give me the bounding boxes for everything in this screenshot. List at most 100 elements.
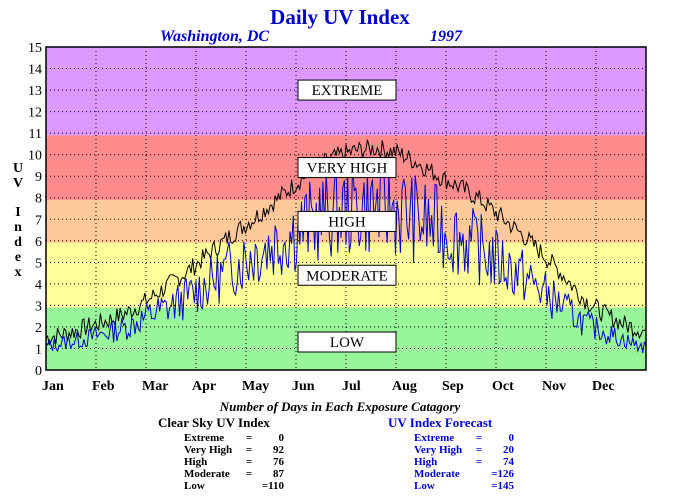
y-tick-label: 4 xyxy=(35,278,42,293)
clear-sky-row-equals: = xyxy=(245,432,253,444)
uv-chart: Daily UV Index Washington, DC 1997 LOW MO… xyxy=(13,5,647,394)
series-line-clear-sky xyxy=(45,139,647,346)
y-tick-label: 11 xyxy=(29,127,42,142)
y-tick-label: 3 xyxy=(35,299,42,314)
x-tick-label: Jan xyxy=(42,379,64,394)
y-axis-label-letter: U xyxy=(13,161,23,176)
x-tick-label: Nov xyxy=(542,379,566,394)
forecast-row-equals: = xyxy=(475,444,483,456)
clear-sky-row-equals: = xyxy=(245,456,253,468)
band-labels: LOW MODERATE HIGH VERY HIGH EXTREME xyxy=(297,79,397,353)
y-axis-label-letter: I xyxy=(15,205,20,220)
y-axis-label-letter: d xyxy=(14,235,22,250)
y-tick-label: 13 xyxy=(28,84,42,99)
band-label-very-high: VERY HIGH xyxy=(307,161,388,177)
y-axis-label-letter: n xyxy=(14,220,22,235)
y-tick-label: 1 xyxy=(35,342,42,357)
forecast-row: Low =145 xyxy=(414,480,514,492)
clear-sky-table: Clear Sky UV Index Extreme = 0 Very High = 92… xyxy=(158,415,284,492)
band-label-box-extreme xyxy=(297,79,397,101)
clear-sky-row-value: 87 xyxy=(273,468,284,480)
y-axis-label-letter: V xyxy=(13,176,23,191)
forecast-row-label: Low xyxy=(414,480,435,492)
clear-sky-row: Low =110 xyxy=(184,480,284,492)
forecast-row: Moderate =126 xyxy=(414,468,514,480)
x-tick-label: Sep xyxy=(442,379,464,394)
x-tick-label: Jul xyxy=(342,379,361,394)
band-label-low: LOW xyxy=(330,335,365,351)
band-label-extreme: EXTREME xyxy=(312,83,383,99)
forecast-table-title: UV Index Forecast xyxy=(388,415,493,430)
clear-sky-row-equals: = xyxy=(245,444,253,456)
clear-sky-row: Moderate = 87 xyxy=(184,468,284,480)
y-tick-label: 14 xyxy=(28,63,42,78)
y-tick-label: 2 xyxy=(35,321,42,336)
y-axis-label-letter: x xyxy=(15,265,22,280)
clear-sky-row-value: 76 xyxy=(273,456,284,468)
clear-sky-row-equals: = xyxy=(245,468,253,480)
grid-lines xyxy=(46,47,646,370)
clear-sky-row-value: 92 xyxy=(273,444,284,456)
clear-sky-table-title: Clear Sky UV Index xyxy=(158,415,270,430)
x-tick-label: Dec xyxy=(592,379,615,394)
forecast-row-label: High xyxy=(414,456,438,468)
forecast-row-value: =126 xyxy=(491,468,514,480)
y-tick-label: 6 xyxy=(35,235,42,250)
x-tick-label: Oct xyxy=(492,379,514,394)
clear-sky-row: Extreme = 0 xyxy=(184,432,284,444)
forecast-row-equals: = xyxy=(475,432,483,444)
chart-subtitle-year: 1997 xyxy=(430,28,463,45)
clear-sky-row: Very High = 92 xyxy=(184,444,284,456)
chart-title: Daily UV Index xyxy=(270,5,410,29)
band-label-moderate: MODERATE xyxy=(306,268,388,284)
chart-subtitle-location: Washington, DC xyxy=(160,28,269,45)
y-tick-label: 9 xyxy=(35,170,42,185)
x-tick-label: Apr xyxy=(192,379,216,394)
forecast-row: High = 74 xyxy=(414,456,514,468)
clear-sky-row-label: High xyxy=(184,456,208,468)
forecast-row-label: Extreme xyxy=(414,432,455,444)
clear-sky-row-label: Very High xyxy=(184,444,233,456)
forecast-row-value: =145 xyxy=(491,480,514,492)
x-tick-label: Jun xyxy=(292,379,315,394)
y-tick-label: 10 xyxy=(28,149,42,164)
band-label-box-very-high xyxy=(297,157,397,179)
forecast-row-label: Very High xyxy=(414,444,463,456)
x-tick-label: May xyxy=(242,379,269,394)
forecast-row-value: 0 xyxy=(508,432,515,444)
x-tick-label: Aug xyxy=(392,379,417,394)
series-lines xyxy=(45,139,647,354)
clear-sky-row-label: Moderate xyxy=(184,468,230,480)
y-tick-label: 0 xyxy=(35,364,42,379)
y-tick-label: 8 xyxy=(35,192,42,207)
clear-sky-row-value: 0 xyxy=(278,432,285,444)
clear-sky-row-label: Extreme xyxy=(184,432,225,444)
band-label-high: HIGH xyxy=(328,214,366,230)
forecast-table: UV Index Forecast Extreme = 0 Very High = 20 H… xyxy=(388,415,514,492)
forecast-row-value: 20 xyxy=(503,444,514,456)
plot-frame xyxy=(45,46,647,371)
x-tick-label: Feb xyxy=(92,379,115,394)
clear-sky-row-label: Low xyxy=(184,480,205,492)
band-label-box-moderate xyxy=(297,264,397,286)
band-label-box-high xyxy=(297,210,397,232)
x-axis-ticks: Jan Feb Mar Apr May Jun Jul Aug Sep Oct Nov Dec xyxy=(42,379,615,394)
y-tick-label: 12 xyxy=(28,106,42,121)
table-title: Number of Days in Each Exposure Catagory xyxy=(219,399,461,414)
y-tick-label: 15 xyxy=(28,41,42,56)
forecast-row-equals: = xyxy=(475,456,483,468)
forecast-row-value: 74 xyxy=(503,456,514,468)
y-tick-label: 7 xyxy=(35,213,42,228)
x-tick-label: Mar xyxy=(142,379,168,394)
forecast-row: Extreme = 0 xyxy=(414,432,514,444)
series-line-forecast xyxy=(45,158,647,354)
y-tick-label: 5 xyxy=(35,256,42,271)
clear-sky-row-value: =110 xyxy=(261,480,284,492)
y-axis-label-letter: e xyxy=(15,250,21,265)
forecast-row-label: Moderate xyxy=(414,468,460,480)
band-label-box-low xyxy=(297,331,397,353)
forecast-row: Very High = 20 xyxy=(414,444,514,456)
clear-sky-row: High = 76 xyxy=(184,456,284,468)
